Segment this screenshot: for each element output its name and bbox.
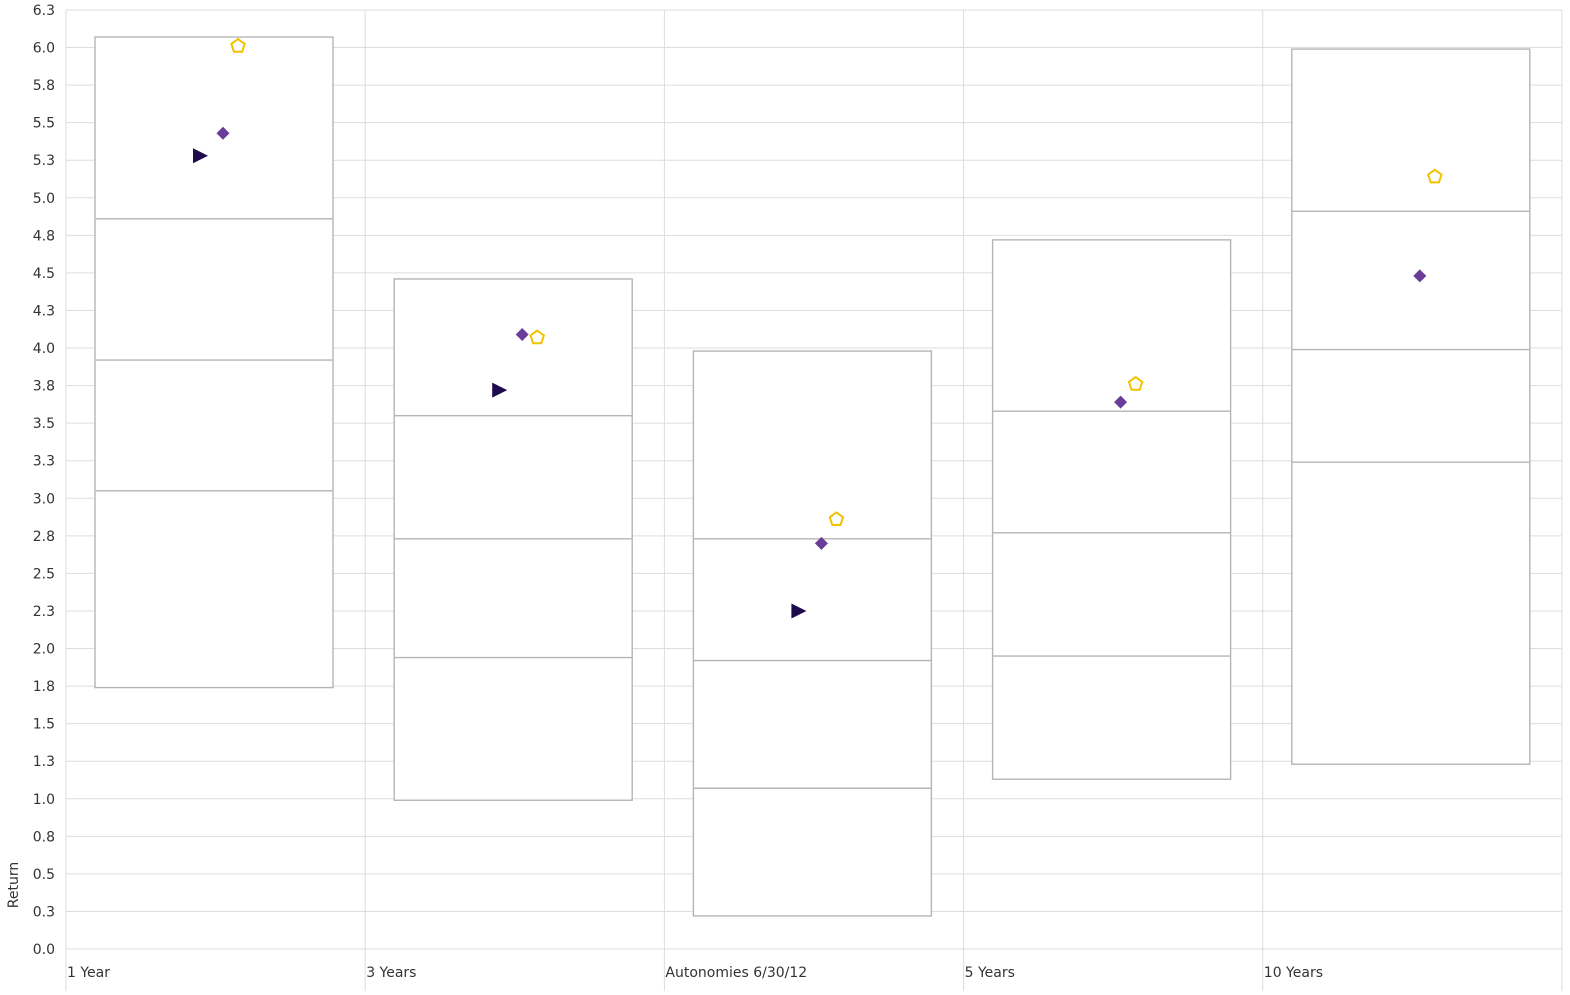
pentagon-marker [529, 329, 546, 345]
y-tick-label: 2.8 [33, 529, 55, 545]
x-tick-label: 10 Years [1264, 965, 1323, 981]
y-tick-label: 4.3 [33, 303, 55, 319]
y-tick-label: 4.5 [33, 266, 55, 282]
box-range [991, 239, 1232, 780]
y-tick-label: 3.8 [33, 379, 55, 395]
x-tick-label: 3 Years [366, 965, 416, 981]
y-tick-label: 1.8 [33, 679, 55, 695]
y-tick-label: 4.0 [33, 341, 55, 357]
y-tick-label: 2.5 [33, 566, 55, 582]
box-range [692, 350, 933, 917]
x-tick-label: Autonomies 6/30/12 [665, 965, 807, 981]
y-tick-label: 1.3 [33, 754, 55, 770]
box-range [1291, 48, 1531, 765]
y-tick-label: 6.3 [33, 3, 55, 19]
y-tick-label: 0.0 [33, 942, 55, 958]
y-tick-label: 4.8 [33, 228, 55, 244]
y-tick-label: 3.5 [33, 416, 55, 432]
diamond-marker [814, 536, 828, 550]
diamond-marker [515, 328, 529, 342]
y-axis-label: Return [6, 862, 22, 908]
tick-layer: 0.0 0.3 0.5 0.8 1.0 1.3 1.5 1.8 2.0 2.3 2.5 2.8 3.0 3… [33, 3, 1323, 981]
pentagon-marker [828, 511, 845, 526]
triangle-marker [791, 603, 807, 619]
y-tick-label: 5.5 [33, 116, 55, 132]
box-layer [94, 36, 1531, 917]
pentagon-marker [1127, 375, 1144, 391]
y-tick-label: 1.5 [33, 717, 55, 733]
pentagon-marker [1426, 168, 1443, 184]
y-tick-label: 3.3 [33, 454, 55, 470]
triangle-marker [193, 148, 208, 164]
y-tick-label: 1.0 [33, 792, 55, 808]
pentagon-marker [230, 37, 246, 53]
y-tick-label: 0.3 [33, 904, 55, 920]
box-range [94, 36, 334, 689]
y-tick-label: 2.3 [33, 604, 55, 620]
triangle-marker [492, 382, 508, 398]
diamond-marker [1413, 269, 1427, 283]
y-tick-label: 2.0 [33, 642, 55, 658]
y-tick-label: 5.8 [33, 78, 55, 94]
diamond-marker [216, 126, 230, 140]
diamond-marker [1114, 395, 1128, 409]
y-tick-label: 0.5 [33, 867, 55, 883]
marker-layer [193, 37, 1443, 619]
y-tick-label: 0.8 [33, 829, 55, 845]
y-tick-label: 5.0 [33, 191, 55, 207]
x-tick-label: 1 Year [67, 965, 110, 981]
y-tick-label: 5.3 [33, 153, 55, 169]
box-range [393, 278, 633, 801]
y-tick-label: 3.0 [33, 491, 55, 507]
x-tick-label: 5 Years [965, 965, 1015, 981]
y-tick-label: 6.0 [33, 41, 55, 57]
